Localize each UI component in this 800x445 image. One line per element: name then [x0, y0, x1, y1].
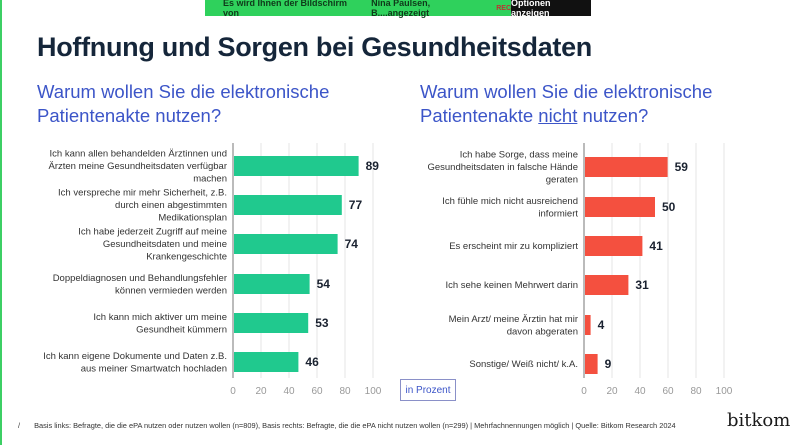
- category-label: Ich verspreche mir mehr Sicherheit, z.B.…: [58, 188, 227, 224]
- data-label: 9: [605, 357, 612, 371]
- tick-label: 80: [339, 386, 351, 397]
- bar: [585, 315, 591, 335]
- category-label: Mein Arzt/ meine Ärztin hat mir davon abg…: [449, 314, 578, 338]
- data-label: 50: [662, 200, 676, 214]
- bar: [234, 274, 310, 294]
- tick-label: 100: [365, 386, 382, 397]
- footnote: / Basis links: Befragte, die die ePA nutz…: [18, 421, 676, 430]
- bar: [585, 354, 598, 374]
- share-text: Es wird Ihnen der Bildschirm von: [223, 0, 348, 18]
- rec-indicator: REC: [496, 4, 511, 12]
- bar: [234, 352, 299, 372]
- tick-label: 0: [230, 386, 236, 397]
- bar: [234, 195, 342, 215]
- tick-label: 20: [606, 386, 618, 397]
- category-label: Ich fühle mich nicht ausreichend informie…: [442, 196, 578, 220]
- tick-label: 60: [311, 386, 323, 397]
- options-button[interactable]: Optionen anzeigen: [511, 0, 591, 18]
- data-label: 54: [317, 277, 331, 291]
- data-label: 77: [349, 198, 363, 212]
- data-label: 89: [366, 159, 380, 173]
- data-label: 74: [345, 237, 359, 251]
- category-label: Es erscheint mir zu kompliziert: [449, 241, 578, 252]
- bar: [585, 275, 629, 295]
- presenter-name: Nina Paulsen, B....angezeigt: [371, 0, 431, 18]
- tick-label: 40: [634, 386, 646, 397]
- right-chart-title: Warum wollen Sie die elektronische Patien…: [420, 81, 713, 126]
- window-edge: [0, 0, 2, 445]
- tick-label: 60: [662, 386, 674, 397]
- data-label: 41: [649, 239, 663, 253]
- category-label: Ich sehe keinen Mehrwert darin: [445, 280, 578, 291]
- category-label: Ich habe Sorge, dass meine Gesundheitsdat…: [427, 150, 578, 186]
- category-label: Doppeldiagnosen und Behandlungsfehler kön…: [53, 273, 227, 297]
- bar: [585, 157, 668, 177]
- left-chart-title: Warum wollen Sie die elektronische Patien…: [37, 81, 330, 126]
- page-title: Hoffnung und Sorgen bei Gesundheitsdaten: [37, 32, 592, 62]
- bar: [234, 156, 359, 176]
- data-label: 31: [635, 278, 649, 292]
- category-label: Ich kann allen behandelden Ärztinnen und…: [49, 149, 228, 185]
- data-label: 4: [598, 318, 605, 332]
- data-label: 59: [675, 160, 689, 174]
- data-label: 53: [315, 316, 329, 330]
- screen-share-banner: Es wird Ihnen der Bildschirm von Nina Pa…: [205, 0, 511, 18]
- category-label: Ich kann eigene Dokumente und Daten z.B.…: [43, 351, 227, 375]
- tick-label: 100: [716, 386, 733, 397]
- bar: [234, 313, 309, 333]
- bitkom-logo: bitkom: [727, 410, 791, 431]
- bar: [585, 197, 655, 217]
- unit-label: in Prozent: [400, 379, 456, 401]
- tick-label: 20: [255, 386, 267, 397]
- bar: [234, 234, 338, 254]
- category-label: Sonstige/ Weiß nicht/ k.A.: [469, 359, 578, 370]
- tick-label: 40: [283, 386, 295, 397]
- tick-label: 0: [581, 386, 587, 397]
- tick-label: 80: [690, 386, 702, 397]
- category-label: Ich kann mich aktiver um meine Gesundheit…: [93, 312, 227, 336]
- data-label: 46: [305, 355, 319, 369]
- bar: [585, 236, 643, 256]
- category-label: Ich habe jederzeit Zugriff auf meine Gesu…: [78, 227, 227, 263]
